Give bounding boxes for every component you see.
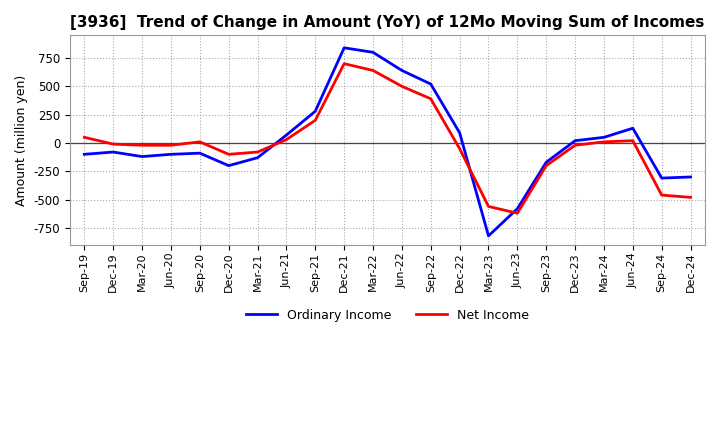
Net Income bbox=[600, 139, 608, 144]
Net Income bbox=[629, 138, 637, 143]
Ordinary Income bbox=[282, 132, 291, 138]
Ordinary Income bbox=[484, 233, 492, 238]
Ordinary Income bbox=[657, 176, 666, 181]
Ordinary Income bbox=[196, 150, 204, 156]
Net Income bbox=[109, 142, 117, 147]
Net Income bbox=[686, 195, 695, 200]
Net Income bbox=[253, 150, 262, 155]
Ordinary Income bbox=[225, 163, 233, 168]
Ordinary Income bbox=[166, 152, 175, 157]
Line: Ordinary Income: Ordinary Income bbox=[84, 48, 690, 236]
Net Income bbox=[542, 163, 551, 168]
Net Income bbox=[657, 192, 666, 198]
Ordinary Income bbox=[513, 206, 522, 211]
Net Income bbox=[340, 61, 348, 66]
Ordinary Income bbox=[369, 50, 377, 55]
Ordinary Income bbox=[397, 68, 406, 73]
Net Income bbox=[225, 152, 233, 157]
Ordinary Income bbox=[253, 155, 262, 160]
Ordinary Income bbox=[686, 174, 695, 180]
Net Income bbox=[138, 143, 146, 148]
Net Income bbox=[455, 146, 464, 151]
Net Income bbox=[196, 139, 204, 144]
Net Income bbox=[513, 211, 522, 216]
Ordinary Income bbox=[542, 160, 551, 165]
Legend: Ordinary Income, Net Income: Ordinary Income, Net Income bbox=[240, 304, 534, 327]
Net Income bbox=[426, 96, 435, 102]
Ordinary Income bbox=[138, 154, 146, 159]
Ordinary Income bbox=[311, 109, 320, 114]
Ordinary Income bbox=[80, 152, 89, 157]
Ordinary Income bbox=[455, 130, 464, 136]
Net Income bbox=[571, 143, 580, 148]
Line: Net Income: Net Income bbox=[84, 64, 690, 213]
Net Income bbox=[369, 68, 377, 73]
Ordinary Income bbox=[340, 45, 348, 51]
Ordinary Income bbox=[426, 81, 435, 87]
Y-axis label: Amount (million yen): Amount (million yen) bbox=[15, 74, 28, 206]
Net Income bbox=[311, 117, 320, 123]
Title: [3936]  Trend of Change in Amount (YoY) of 12Mo Moving Sum of Incomes: [3936] Trend of Change in Amount (YoY) o… bbox=[71, 15, 705, 30]
Ordinary Income bbox=[629, 125, 637, 131]
Net Income bbox=[80, 135, 89, 140]
Net Income bbox=[282, 137, 291, 142]
Net Income bbox=[484, 204, 492, 209]
Ordinary Income bbox=[109, 150, 117, 155]
Ordinary Income bbox=[571, 138, 580, 143]
Net Income bbox=[166, 143, 175, 148]
Net Income bbox=[397, 84, 406, 89]
Ordinary Income bbox=[600, 135, 608, 140]
